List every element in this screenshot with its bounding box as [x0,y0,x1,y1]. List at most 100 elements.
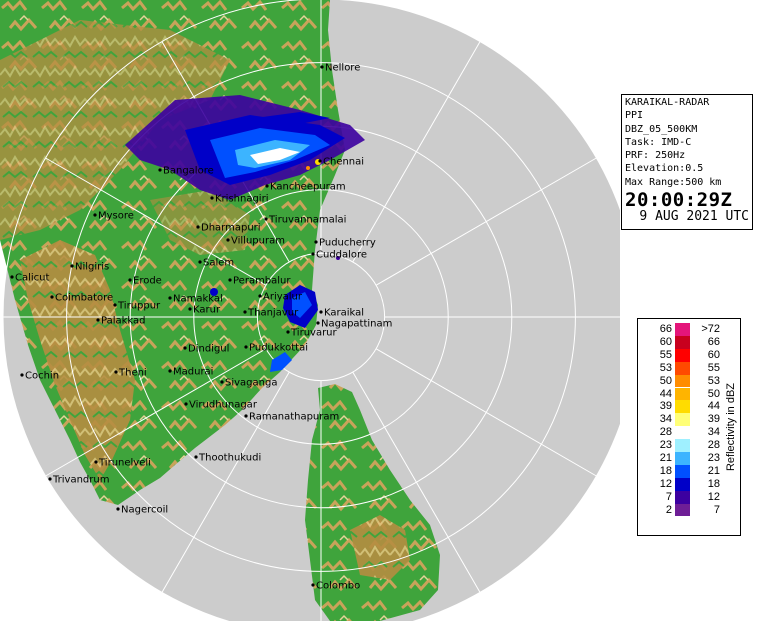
city-label: Tiruvarur [290,328,338,339]
city-dot [318,159,322,163]
city-marker: Karaikal [319,308,364,319]
legend-row: 21 23 [638,452,740,465]
city-dot [265,184,269,188]
task-label: Task: IMD-C [625,136,692,148]
legend-color-swatch [675,413,690,427]
product-code: DBZ_05_500KM [625,123,698,135]
city-dot [320,65,324,69]
city-marker: Pudukkottai [244,343,308,354]
legend-upper-value: >72 [701,323,720,335]
city-marker: Madurai [168,367,213,378]
legend-row: 44 50 [638,387,740,401]
city-dot [311,252,315,256]
city-dot [244,345,248,349]
city-dot [210,196,214,200]
radar-map: Nellore Chennai Bangalore KancheepuramKrish… [0,0,620,621]
city-label: Tiruvannamalai [268,215,346,226]
city-marker: Nagercoil [116,505,168,516]
legend-color-swatch [675,426,690,440]
legend-lower-value: 55 [659,348,672,361]
legend-upper-value: 28 [707,439,720,452]
legend-upper-value: 55 [707,361,720,374]
city-label: Madurai [173,367,213,378]
city-marker: Calicut [10,273,50,284]
city-marker: Kancheepuram [265,182,346,193]
city-marker: Mysore [93,211,134,222]
city-label: Tiruppur [117,301,161,312]
legend-row: 55 60 [638,348,740,362]
city-label: Villupuram [231,236,285,247]
legend-row: 28 34 [638,426,740,440]
reflectivity-legend: 66 >72 60 66 55 60 53 55 50 53 44 50 39 44 34 39 28 34 23 2… [637,318,741,536]
city-dot [311,583,315,587]
city-dot [183,346,187,350]
legend-color-swatch [675,490,690,504]
city-dot [114,370,118,374]
city-dot [258,294,262,298]
legend-color-swatch [675,477,690,491]
city-dot [128,278,132,282]
max-range-label: Max Range:500 km [625,176,722,188]
legend-row: 50 53 [638,374,740,388]
city-dot [244,414,248,418]
city-label: Bangalore [163,166,214,177]
city-label: Virudhunagar [189,400,258,411]
city-marker: Ariyalur [258,292,303,303]
legend-lower-value: 44 [659,387,672,400]
city-dot [116,507,120,511]
city-dot [188,307,192,311]
city-marker: Nellore [320,63,360,74]
city-marker: Puducherry [314,238,376,249]
legend-color-swatch [675,452,690,465]
city-label: Cochin [25,371,59,382]
legend-lower-value: 2 [665,503,672,516]
radar-echoes [125,95,365,372]
city-dot [286,330,290,334]
city-label: Nilgiris [75,262,109,273]
city-marker: Perambalur [228,276,291,287]
city-dot [196,225,200,229]
radar-info-panel: KARAIKAL-RADAR PPI DBZ_05_500KM Task: IM… [621,94,753,230]
city-label: Trivandrum [52,475,109,486]
legend-upper-value: 23 [707,452,720,464]
city-marker: Thanjavur [243,308,299,319]
city-label: Krishnagiri [215,194,268,205]
city-dot [243,310,247,314]
product-type: PPI [625,110,644,122]
city-marker: Cuddalore [311,250,367,261]
city-marker: Thoothukudi [194,453,261,464]
legend-upper-value: 12 [707,490,720,503]
city-dot [94,460,98,464]
city-label: Sivaganga [225,378,277,389]
city-marker: Tiruvannamalai [264,215,346,226]
city-label: Kancheepuram [270,182,346,193]
legend-color-swatch [675,374,690,388]
legend-lower-value: 50 [659,374,672,387]
city-label: Tirunelveli [98,458,151,469]
city-label: Ariyalur [263,292,303,303]
city-label: Nagapattinam [321,319,392,330]
city-label: Dindigul [188,344,229,355]
city-dot [316,321,320,325]
time-stamp: 20:00:29Z [625,189,733,212]
legend-lower-value: 53 [659,361,672,374]
legend-row: 18 21 [638,464,740,478]
legend-row: 39 44 [638,400,740,414]
city-marker: Nagapattinam [316,319,392,330]
city-dot [314,240,318,244]
legend-color-swatch [675,503,690,517]
city-dot [70,264,74,268]
city-dot [184,402,188,406]
city-marker: Sivaganga [220,378,277,389]
city-marker: Coimbatore [50,293,113,304]
city-dot [228,278,232,282]
city-marker: Chennai [318,157,364,168]
legend-upper-value: 53 [707,374,720,387]
legend-upper-value: 50 [707,387,720,400]
legend-upper-value: 7 [713,503,720,516]
city-marker: Dharmapuri [196,223,261,234]
legend-upper-value: 39 [707,413,720,426]
city-label: Theni [118,368,147,379]
western-ghats [20,240,135,480]
